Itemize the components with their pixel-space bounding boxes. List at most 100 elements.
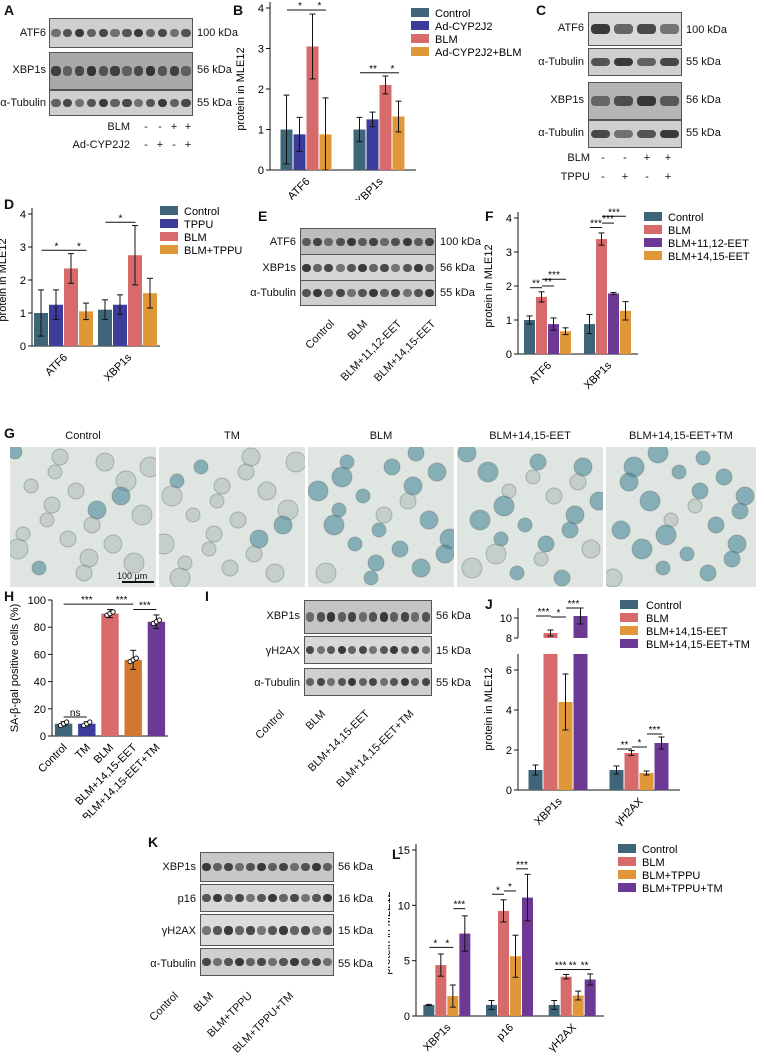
kda-label: 55 kDa [338, 958, 373, 970]
blot-band [400, 646, 409, 654]
blot-band [357, 289, 367, 297]
legend-label: Ad-CYP2J2+BLM [435, 47, 522, 59]
blot-strip [588, 12, 682, 46]
blot-band [323, 894, 332, 902]
x-tick-label: XBP1s [582, 359, 615, 392]
blot-band [413, 289, 423, 297]
blot-band [63, 65, 73, 77]
blot-band [145, 99, 156, 107]
y-tick-label: 2 [20, 275, 26, 287]
significance-label: * [77, 241, 81, 252]
x-tick-label: γH2AX [613, 795, 646, 826]
legend-label: BLM+14,15-EET [668, 251, 750, 263]
blot-band [369, 238, 379, 246]
bar [486, 1004, 497, 1016]
legend-swatch [160, 245, 178, 254]
bar [64, 268, 78, 346]
blot-band [421, 612, 430, 622]
blot-band [323, 958, 332, 966]
blot-band [312, 958, 321, 966]
significance-label: * [496, 885, 500, 896]
blot-band [134, 99, 144, 107]
bar [124, 659, 142, 736]
blot-row-label: α-Tubulin [538, 127, 584, 139]
sign: + [170, 121, 178, 133]
blot-band [390, 646, 399, 654]
bar [624, 753, 639, 790]
kda-label: 55 kDa [686, 127, 721, 139]
legend-label: TPPU [184, 219, 213, 231]
blot-row-label: p16 [177, 893, 196, 905]
bar [524, 320, 535, 354]
sign: - [601, 171, 605, 183]
x-tick-label: Control [36, 742, 70, 776]
blot-band [637, 24, 656, 34]
blot-band [213, 894, 222, 902]
bar [366, 119, 379, 170]
blot-band [268, 925, 277, 935]
blot-band [380, 238, 390, 246]
blot-band [122, 28, 132, 38]
blot-band [246, 862, 255, 872]
blot-strip [588, 82, 682, 120]
blot-band [614, 130, 633, 138]
data-point [63, 719, 70, 725]
significance-label: * [508, 882, 512, 893]
legend-label: BLM+TPPU [184, 245, 242, 257]
blot-band [413, 238, 423, 246]
significance-label: * [318, 1, 322, 12]
blot-row-label: XBP1s [162, 861, 196, 873]
blot-band [379, 646, 388, 654]
legend-swatch [618, 844, 636, 853]
blot-band [411, 678, 420, 686]
blot-strip [588, 48, 682, 76]
significance-label: ns [70, 708, 81, 719]
blot-band [257, 925, 266, 935]
bar [536, 296, 547, 354]
blot-band [279, 894, 288, 902]
bar [522, 897, 533, 1016]
chart-d: 0 1 2 3 4 protein in MLE12 ATF6 * * XBP1s * Control… [0, 206, 242, 384]
blot-band [169, 28, 179, 38]
micrograph-cells [308, 447, 454, 586]
panel-letter-e: E [258, 208, 268, 224]
blot-band [301, 925, 310, 935]
blot-band [402, 264, 412, 272]
blot-band [337, 678, 346, 686]
y-tick-label: 1 [258, 125, 264, 137]
kda-label: 16 kDa [338, 893, 373, 905]
legend-swatch [411, 47, 429, 56]
blot-band [224, 925, 233, 935]
y-tick-label: 3 [20, 242, 26, 254]
data-point [87, 719, 93, 725]
blot-row-label: XBP1s [262, 262, 296, 274]
y-tick-label: 2 [258, 84, 264, 96]
blot-band [110, 28, 120, 38]
y-tick-label: 0 [258, 165, 264, 177]
y-tick-label: 80 [34, 622, 46, 634]
significance-label: *** [602, 214, 614, 225]
y-tick-label: 15 [398, 845, 410, 857]
bar [392, 116, 405, 170]
blot-band [246, 958, 255, 966]
blot-band [358, 612, 367, 622]
blot-band [213, 925, 222, 935]
blot-band [348, 612, 357, 622]
blot-strip [49, 18, 193, 48]
blot-band [246, 894, 255, 902]
blot-strip [200, 884, 334, 912]
legend-swatch [618, 857, 636, 866]
y-tick-label: 4 [258, 3, 264, 15]
legend-label: BLM+14,15-EET+TM [646, 639, 750, 651]
blot-row-label: α-Tubulin [538, 56, 584, 68]
bar [101, 613, 119, 736]
blot-band [380, 289, 390, 297]
significance-label: * [433, 938, 437, 949]
significance-label: *** [516, 860, 528, 871]
y-axis-label: protein in MLE12 [235, 47, 247, 130]
blot-band [235, 894, 244, 902]
y-tick-label: 1 [20, 308, 26, 320]
panel-letter-f: F [485, 208, 494, 224]
blot-band [246, 925, 255, 935]
blot-row-label: XBP1s [12, 64, 46, 76]
